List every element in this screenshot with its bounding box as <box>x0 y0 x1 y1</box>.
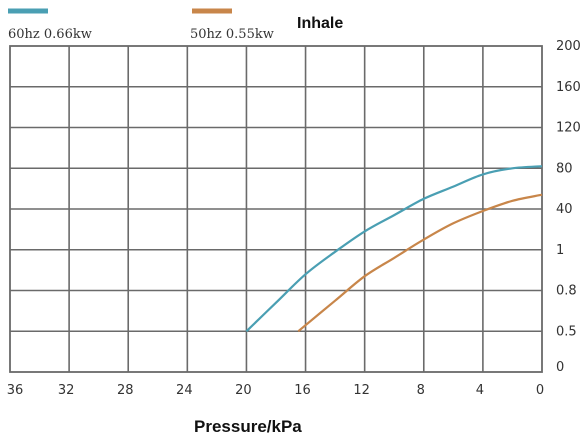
series-line <box>297 193 543 333</box>
y-tick-label: 0.5 <box>556 324 577 339</box>
y-tick-label: 0 <box>556 360 564 375</box>
x-tick-label: 8 <box>417 383 425 398</box>
series-lines <box>245 165 543 333</box>
x-tick-label: 28 <box>117 383 134 398</box>
y-tick-label: 80 <box>556 161 573 176</box>
x-tick-label: 12 <box>353 383 370 398</box>
y-tick-label: 40 <box>556 202 573 217</box>
x-axis-label: Pressure/kPa <box>194 417 302 436</box>
x-tick-label: 32 <box>58 383 75 398</box>
horizontal-gridlines <box>10 85 542 333</box>
y-tick-label: 120 <box>556 121 581 136</box>
chart-title: Inhale <box>297 15 343 32</box>
y-tick-label: 1 <box>556 243 564 258</box>
y-tick-label: 200 <box>556 39 581 54</box>
x-tick-label: 16 <box>294 383 311 398</box>
series-line <box>245 165 543 333</box>
y-tick-label: 160 <box>556 80 581 95</box>
legend-label-50hz: 50hz 0.55kw <box>190 27 274 42</box>
legend-label-60hz: 60hz 0.66kw <box>8 27 92 42</box>
x-tick-label: 36 <box>7 383 24 398</box>
y-tick-labels: 0 0.5 0.8 1 40 80 120 160 200 <box>556 39 581 375</box>
x-tick-label: 20 <box>235 383 252 398</box>
y-tick-label: 0.8 <box>556 284 577 299</box>
x-tick-label: 0 <box>536 383 544 398</box>
x-tick-label: 24 <box>176 383 193 398</box>
x-tick-labels: 36 32 28 24 20 16 12 8 4 0 <box>7 383 544 398</box>
x-tick-label: 4 <box>476 383 484 398</box>
